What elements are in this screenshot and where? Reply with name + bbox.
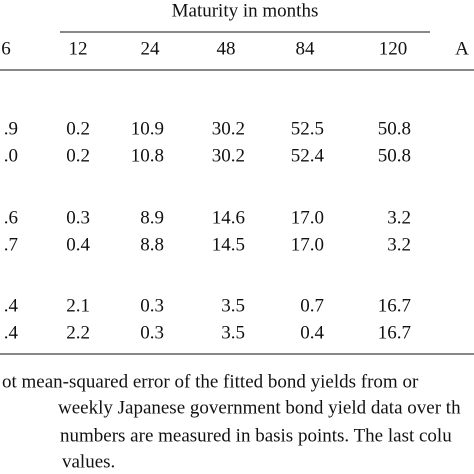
table-cell: 52.5: [291, 118, 324, 139]
table-cell: .4: [4, 322, 19, 343]
table-cell: 0.2: [66, 145, 90, 166]
column-header: A: [455, 38, 469, 59]
table-cell: 3.2: [387, 234, 411, 255]
table-cell: .7: [4, 234, 18, 255]
table-cell: 0.4: [300, 322, 324, 343]
table-cell: 16.7: [378, 322, 411, 343]
group-header: Maturity in months: [172, 0, 319, 21]
table-cell: 10.9: [131, 118, 164, 139]
table-cell: .9: [4, 118, 18, 139]
table-cell: 3.5: [221, 322, 245, 343]
column-header: 84: [296, 38, 316, 59]
table-cell: 14.5: [212, 234, 245, 255]
footnote-line: ot mean-squared error of the fitted bond…: [2, 371, 419, 392]
table-cell: 0.3: [140, 295, 164, 316]
table-cell: 3.2: [387, 207, 411, 228]
table-cell: 17.0: [291, 234, 324, 255]
table-cell: 2.1: [66, 295, 90, 316]
table-cell: 0.3: [66, 207, 90, 228]
table-cell: 3.5: [221, 295, 245, 316]
table-cell: 50.8: [378, 145, 411, 166]
table-cell: 0.7: [300, 295, 324, 316]
table-cell: 30.2: [212, 118, 245, 139]
table-cell: .6: [4, 207, 18, 228]
table-cell: 30.2: [212, 145, 245, 166]
table-cell: 52.4: [291, 145, 325, 166]
column-header: 24: [141, 38, 161, 59]
column-header: 6: [1, 38, 11, 59]
footnote-line: values.: [62, 451, 115, 472]
column-header: 120: [379, 38, 408, 59]
footnote-line: weekly Japanese government bond yield da…: [58, 397, 461, 418]
table-cell: 17.0: [291, 207, 324, 228]
table-cell: 8.9: [140, 207, 164, 228]
table-cell: 0.4: [66, 234, 90, 255]
table-cell: 16.7: [378, 295, 411, 316]
table-cell: 0.2: [66, 118, 90, 139]
column-header: 12: [69, 38, 88, 59]
table-cell: 14.6: [212, 207, 245, 228]
table-cell: 0.3: [140, 322, 164, 343]
table-cell: .0: [4, 145, 18, 166]
column-header: 48: [217, 38, 236, 59]
table-cell: 10.8: [131, 145, 164, 166]
table-cell: 50.8: [378, 118, 411, 139]
table-cell: .4: [4, 295, 19, 316]
footnote-line: numbers are measured in basis points. Th…: [60, 425, 452, 446]
table-cell: 8.8: [140, 234, 164, 255]
table-cell: 2.2: [66, 322, 90, 343]
